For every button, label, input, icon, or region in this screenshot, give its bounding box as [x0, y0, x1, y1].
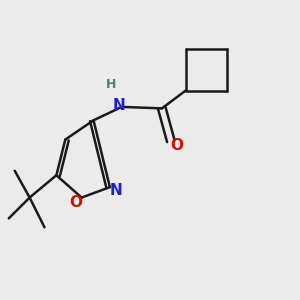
Text: H: H: [106, 78, 116, 91]
Text: N: N: [110, 183, 123, 198]
Text: O: O: [170, 138, 183, 153]
Text: N: N: [113, 98, 126, 113]
Text: O: O: [69, 195, 82, 210]
